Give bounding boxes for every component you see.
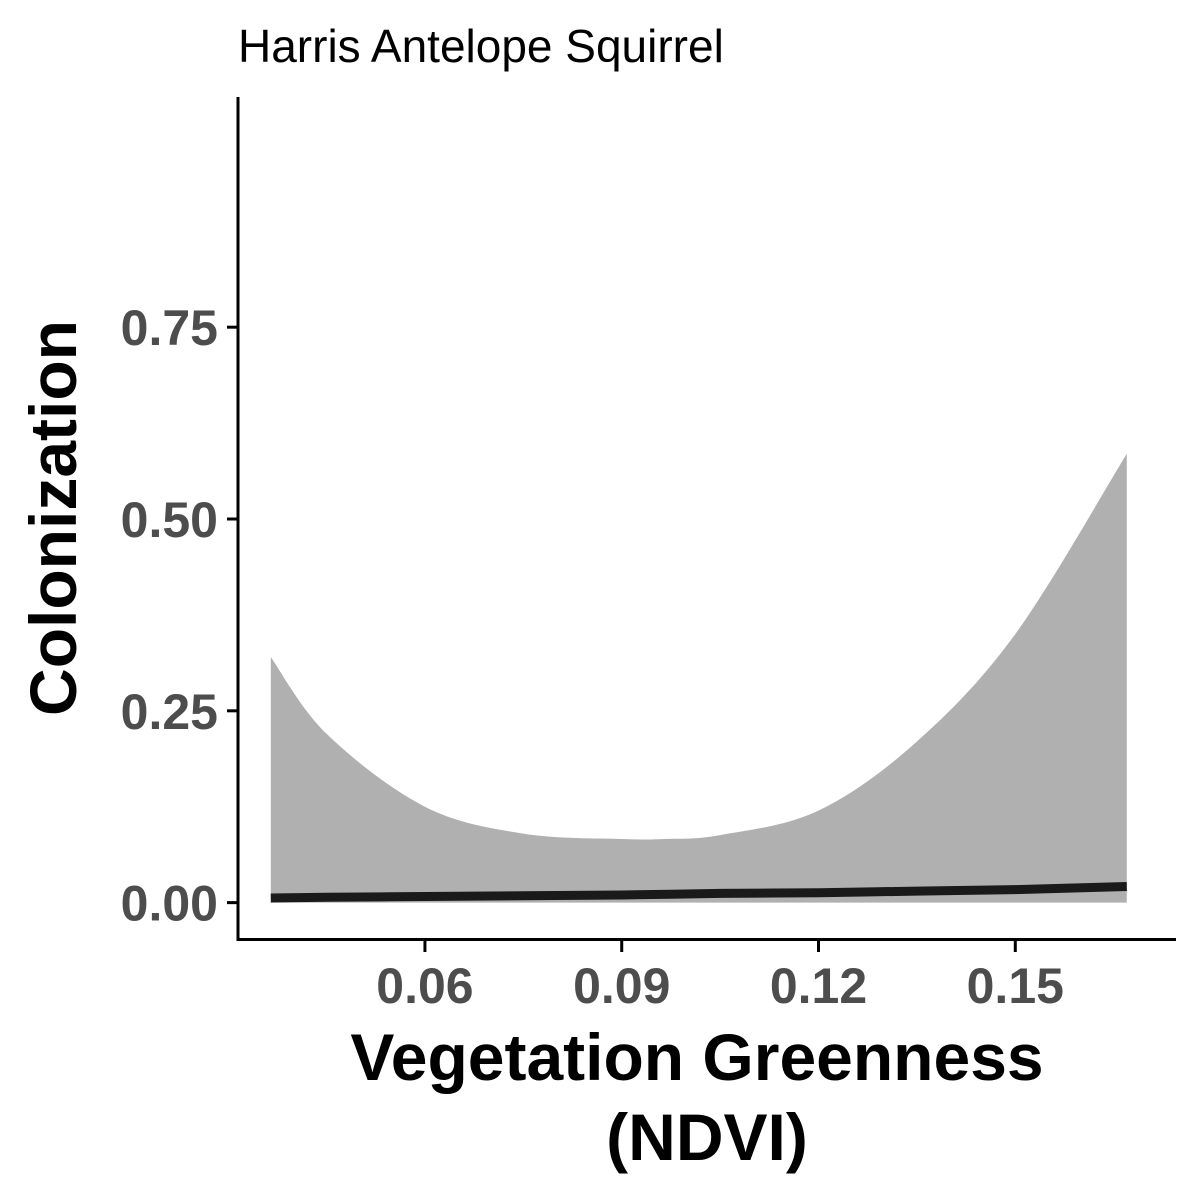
y-ticks: 0.00 0.25 0.50 0.75 — [121, 300, 238, 932]
x-tick-label: 0.06 — [376, 958, 473, 1014]
y-tick-label: 0.75 — [121, 300, 218, 356]
x-tick-label: 0.12 — [770, 958, 867, 1014]
x-tick-label: 0.15 — [967, 958, 1064, 1014]
plot-area — [270, 453, 1127, 903]
x-tick-label: 0.09 — [573, 958, 670, 1014]
y-tick-label: 0.25 — [121, 684, 218, 740]
y-tick-label: 0.00 — [121, 876, 218, 932]
x-axis-title-line-2: (NDVI) — [606, 1100, 808, 1174]
series-line — [270, 882, 1127, 903]
y-axis-title: Colonization — [16, 320, 90, 716]
x-ticks: 0.06 0.09 0.12 0.15 — [376, 941, 1064, 1014]
y-tick-label: 0.50 — [121, 492, 218, 548]
confidence-ribbon — [270, 453, 1127, 903]
x-axis-title-line-1: Vegetation Greenness — [350, 1020, 1043, 1094]
chart-title: Harris Antelope Squirrel — [238, 20, 724, 72]
